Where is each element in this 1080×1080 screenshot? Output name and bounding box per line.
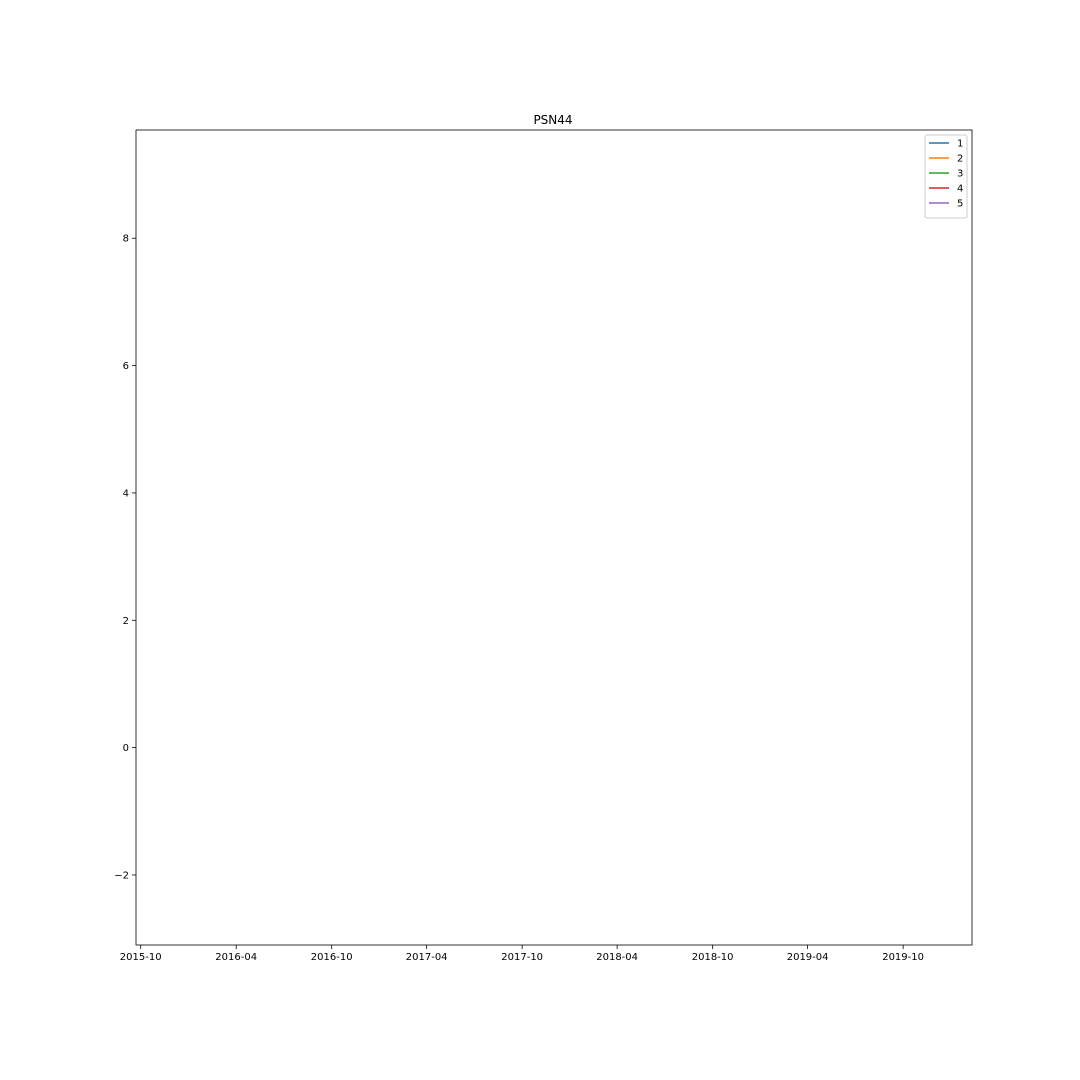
x-tick-label: 2016-10 xyxy=(311,952,353,963)
y-tick-label: 8 xyxy=(123,234,129,245)
plot-background xyxy=(136,130,972,945)
x-tick-label: 2015-10 xyxy=(120,952,162,963)
y-axis: −2 0 2 4 6 8 xyxy=(114,234,136,881)
x-tick-label: 2016-04 xyxy=(215,952,257,963)
y-tick-label: 4 xyxy=(123,488,129,499)
legend-item: 5 xyxy=(929,199,963,210)
legend-item: 3 xyxy=(929,169,963,180)
legend-item: 2 xyxy=(929,154,963,165)
legend-label: 2 xyxy=(957,154,963,165)
y-tick-label: 0 xyxy=(123,743,129,754)
legend-item: 4 xyxy=(929,184,963,195)
x-tick-label: 2017-10 xyxy=(501,952,543,963)
legend: 1 2 3 4 5 xyxy=(924,134,968,219)
y-tick-label: −2 xyxy=(114,870,129,881)
plot-frame xyxy=(135,129,973,946)
legend-label: 1 xyxy=(957,139,963,150)
x-tick-label: 2019-10 xyxy=(882,952,924,963)
x-tick-label: 2017-04 xyxy=(406,952,448,963)
x-tick-label: 2018-10 xyxy=(692,952,734,963)
y-tick-label: 2 xyxy=(123,616,129,627)
legend-label: 4 xyxy=(957,184,963,195)
legend-frame xyxy=(924,134,968,219)
y-tick-label: 6 xyxy=(123,361,129,372)
x-tick-label: 2018-04 xyxy=(596,952,638,963)
plot-area xyxy=(136,130,972,945)
x-axis: 2015-10 2016-04 2016-10 2017-04 2017-10 2018-… xyxy=(120,945,924,963)
legend-item: 1 xyxy=(929,139,963,150)
chart-title: PSN44 xyxy=(533,113,572,127)
legend-label: 3 xyxy=(957,169,963,180)
x-tick-label: 2019-04 xyxy=(787,952,829,963)
legend-label: 5 xyxy=(957,199,963,210)
